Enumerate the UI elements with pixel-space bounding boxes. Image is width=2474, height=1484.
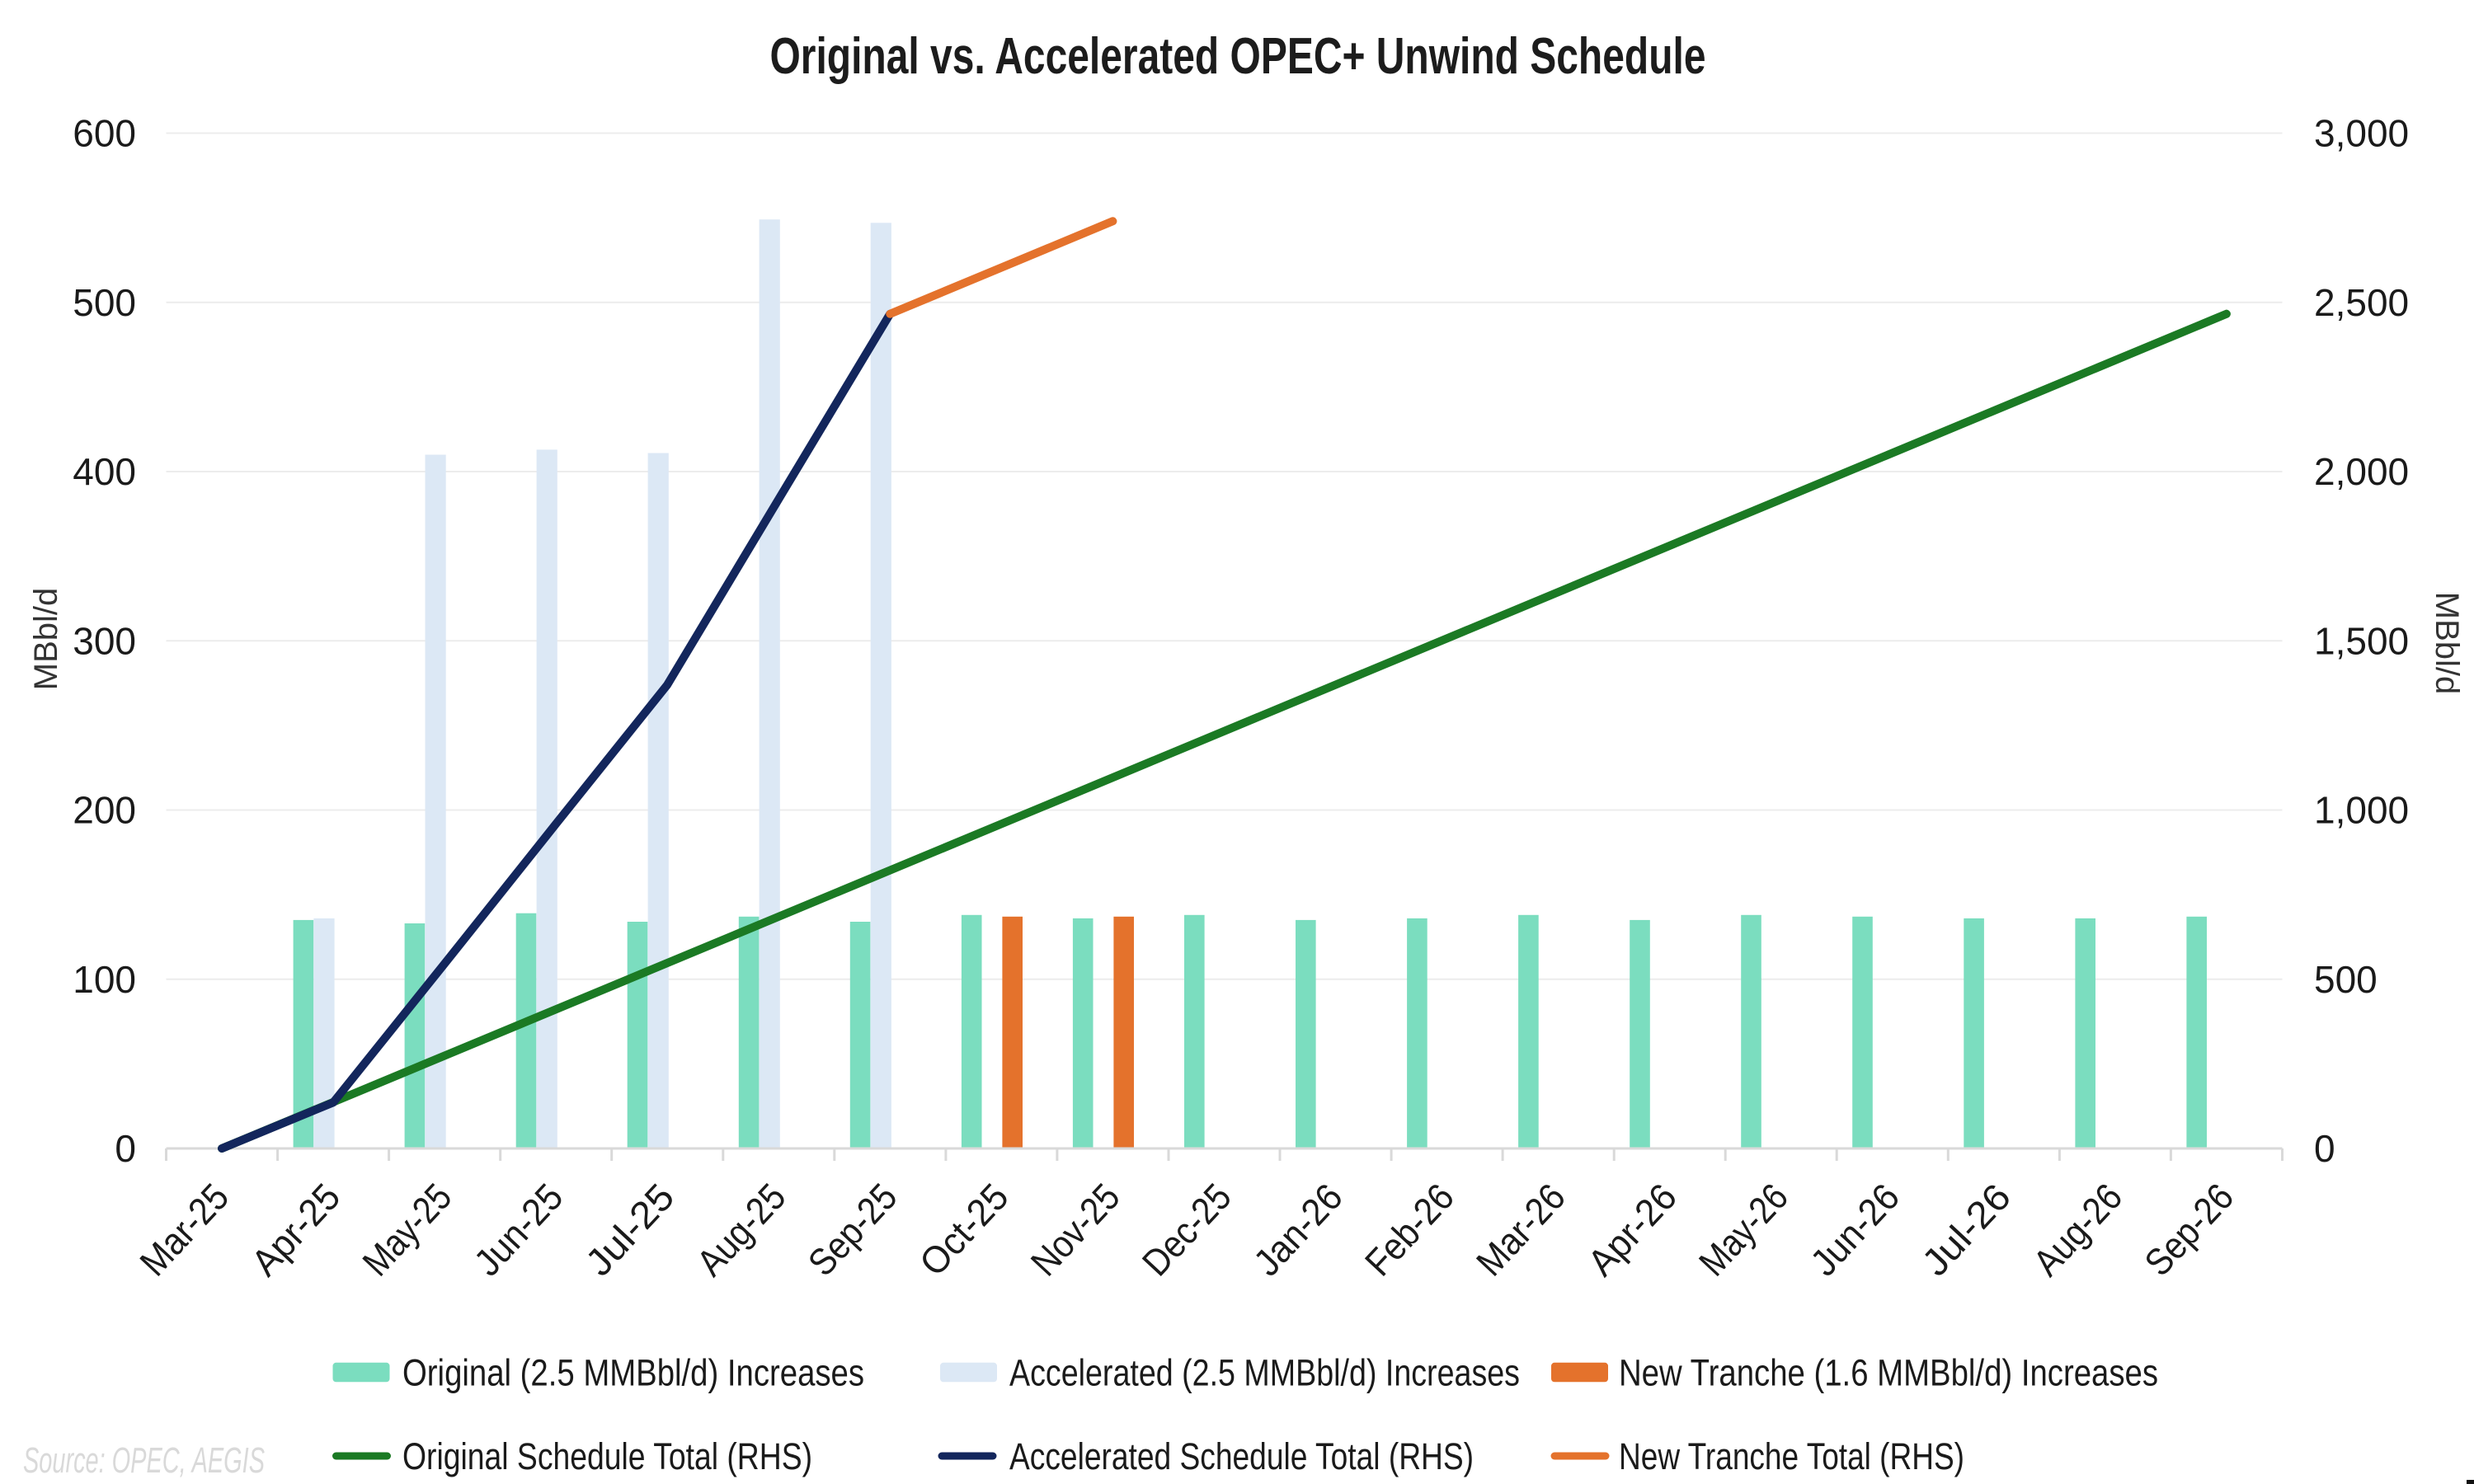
svg-text:New Tranche (1.6 MMBbl/d) Incr: New Tranche (1.6 MMBbl/d) Increases xyxy=(1619,1352,2158,1394)
svg-text:0: 0 xyxy=(2314,1127,2335,1170)
svg-text:Original (2.5 MMBbl/d) Increas: Original (2.5 MMBbl/d) Increases xyxy=(402,1352,864,1394)
svg-text:2,000: 2,000 xyxy=(2314,450,2409,493)
svg-text:Source: OPEC, AEGIS: Source: OPEC, AEGIS xyxy=(23,1440,265,1481)
svg-text:600: 600 xyxy=(73,112,136,155)
svg-text:MBbl/d: MBbl/d xyxy=(28,588,64,691)
svg-text:0: 0 xyxy=(115,1127,136,1170)
svg-text:200: 200 xyxy=(73,789,136,832)
svg-text:100: 100 xyxy=(73,958,136,1001)
svg-text:2,500: 2,500 xyxy=(2314,281,2409,324)
svg-text:400: 400 xyxy=(73,450,136,493)
svg-text:Accelerated (2.5 MMBbl/d) Incr: Accelerated (2.5 MMBbl/d) Increases xyxy=(1009,1352,1520,1394)
svg-text:1,000: 1,000 xyxy=(2314,789,2409,832)
svg-text:Original vs. Accelerated OPEC+: Original vs. Accelerated OPEC+ Unwind Sc… xyxy=(770,28,1706,85)
svg-text:New Tranche Total (RHS): New Tranche Total (RHS) xyxy=(1619,1435,1964,1477)
svg-text:1,500: 1,500 xyxy=(2314,619,2409,662)
svg-text:Accelerated Schedule Total (RH: Accelerated Schedule Total (RHS) xyxy=(1009,1435,1474,1477)
svg-text:500: 500 xyxy=(2314,958,2378,1001)
svg-text:MBbl/d: MBbl/d xyxy=(2429,592,2465,695)
svg-text:500: 500 xyxy=(73,281,136,324)
svg-text:3,000: 3,000 xyxy=(2314,112,2409,155)
svg-text:300: 300 xyxy=(73,619,136,662)
svg-text:Original Schedule Total (RHS): Original Schedule Total (RHS) xyxy=(402,1435,812,1477)
